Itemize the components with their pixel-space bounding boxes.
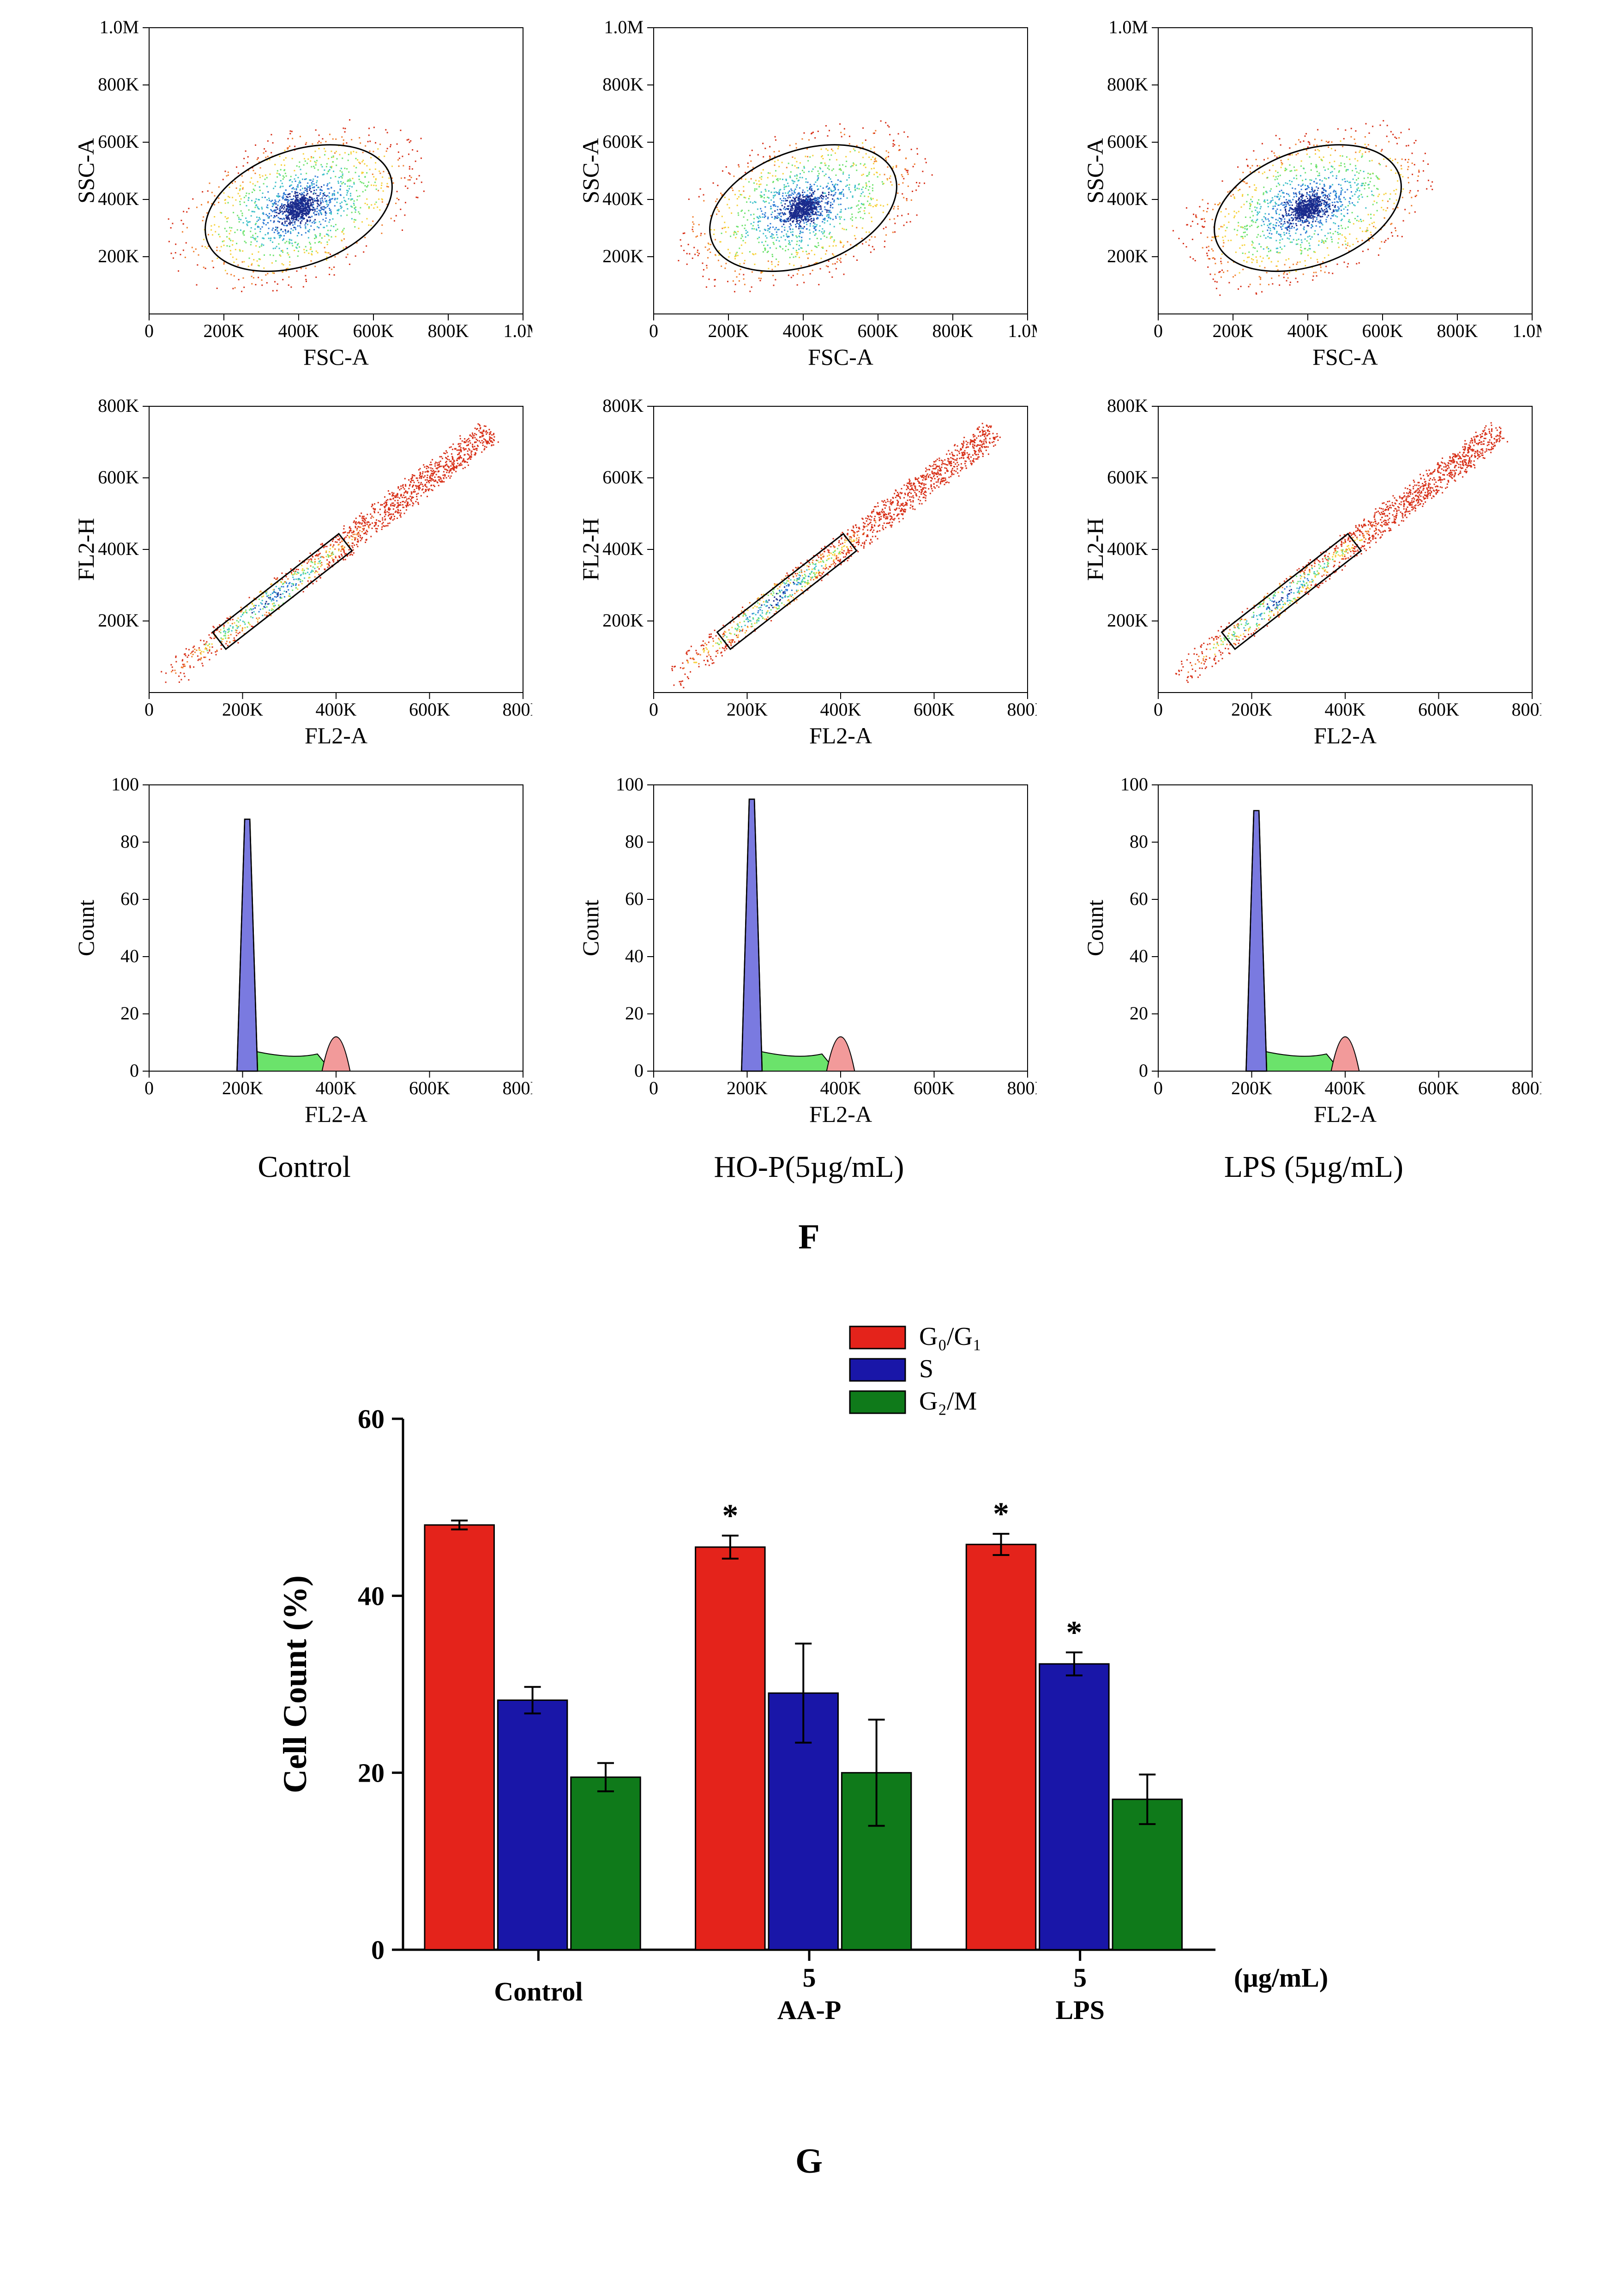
figure: 0 200K 400K 600K 800K 1.0M 200K 400K 600K 800K 1.0… — [71, 18, 1548, 2182]
svg-text:1.0M: 1.0M — [1109, 18, 1149, 37]
svg-text:200K: 200K — [98, 246, 139, 266]
barchart: G₀/G₁SG₂/M0204060Cell Count (%)Control*5… — [255, 1299, 1363, 2107]
svg-text:600K: 600K — [98, 131, 139, 152]
svg-text:0: 0 — [649, 320, 658, 341]
svg-text:FSC-A: FSC-A — [1312, 344, 1378, 370]
svg-text:600K: 600K — [857, 320, 898, 341]
svg-text:SSC-A: SSC-A — [577, 138, 603, 204]
flow-r3-c1: 0200K400K600K800K020406080100FL2-ACount — [71, 776, 538, 1136]
svg-text:600K: 600K — [1362, 320, 1403, 341]
flow-r2-c1: 0200K400K600K800K200K400K600K800KFL2-AFL… — [71, 397, 538, 757]
svg-text:200K: 200K — [708, 320, 749, 341]
svg-text:SSC-A: SSC-A — [73, 138, 99, 204]
svg-text:800K: 800K — [98, 74, 139, 95]
svg-text:200K: 200K — [1213, 320, 1254, 341]
svg-text:1.0M: 1.0M — [99, 18, 139, 37]
svg-text:400K: 400K — [602, 188, 644, 209]
svg-text:1.0M: 1.0M — [1008, 320, 1037, 341]
svg-text:800K: 800K — [602, 74, 644, 95]
svg-text:400K: 400K — [1107, 188, 1148, 209]
svg-text:200K: 200K — [203, 320, 244, 341]
svg-text:200K: 200K — [1107, 246, 1148, 266]
col-label-hop: HO-P(5µg/mL) — [575, 1150, 1043, 1185]
flow-r2-c2: 0200K400K600K800K200K400K600K800KFL2-AFL… — [575, 397, 1043, 757]
svg-text:800K: 800K — [427, 320, 469, 341]
flow-grid: 0 200K 400K 600K 800K 1.0M 200K 400K 600K 800K 1.0… — [71, 18, 1548, 1136]
svg-text:600K: 600K — [602, 131, 644, 152]
svg-text:1.0M: 1.0M — [604, 18, 644, 37]
flow-r1-c2: 0 200K 400K 600K 800K 1.0M 200K 400K 600K 800K 1.0… — [575, 18, 1043, 379]
flow-r1-c1: 0 200K 400K 600K 800K 1.0M 200K 400K 600K 800K 1.0… — [71, 18, 538, 379]
svg-text:0: 0 — [1154, 320, 1163, 341]
svg-text:FSC-A: FSC-A — [808, 344, 873, 370]
flow-r1-c3: 0 200K 400K 600K 800K 1.0M 200K 400K 600K 800K 1.0… — [1080, 18, 1547, 379]
svg-text:0: 0 — [144, 320, 154, 341]
flow-r3-c3: 0200K400K600K800K020406080100FL2-ACount — [1080, 776, 1547, 1136]
svg-text:1.0M: 1.0M — [1512, 320, 1541, 341]
svg-text:FSC-A: FSC-A — [303, 344, 369, 370]
flow-r3-c2: 0200K400K600K800K020406080100FL2-ACount — [575, 776, 1043, 1136]
svg-text:400K: 400K — [1287, 320, 1329, 341]
svg-text:600K: 600K — [1107, 131, 1148, 152]
svg-text:400K: 400K — [782, 320, 824, 341]
svg-text:400K: 400K — [98, 188, 139, 209]
panel-letter-G: G — [71, 2141, 1548, 2182]
flow-r2-c3: 0200K400K600K800K200K400K600K800KFL2-AFL… — [1080, 397, 1547, 757]
col-label-control: Control — [71, 1150, 538, 1185]
svg-text:800K: 800K — [1107, 74, 1148, 95]
svg-text:800K: 800K — [932, 320, 973, 341]
svg-text:400K: 400K — [278, 320, 319, 341]
svg-text:800K: 800K — [1437, 320, 1478, 341]
svg-text:1.0M: 1.0M — [503, 320, 532, 341]
barchart-wrap: G₀/G₁SG₂/M0204060Cell Count (%)Control*5… — [71, 1299, 1548, 2109]
col-label-lps: LPS (5µg/mL) — [1080, 1150, 1547, 1185]
panel-letter-F: F — [71, 1217, 1548, 1257]
flow-column-labels: Control HO-P(5µg/mL) LPS (5µg/mL) — [71, 1150, 1548, 1185]
svg-text:200K: 200K — [602, 246, 644, 266]
svg-text:SSC-A: SSC-A — [1082, 138, 1108, 204]
svg-text:600K: 600K — [353, 320, 394, 341]
